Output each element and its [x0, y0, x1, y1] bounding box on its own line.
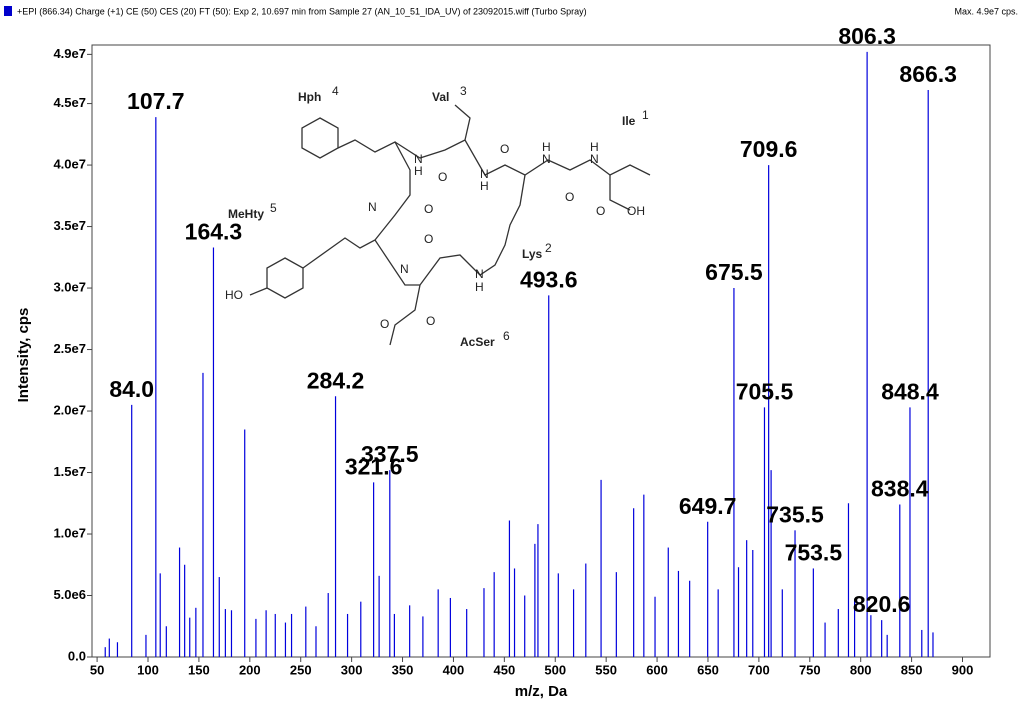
peak-label: 705.5 [736, 378, 794, 404]
bond [249, 287, 268, 296]
atom: O [380, 317, 389, 331]
x-tick-label: 550 [595, 662, 617, 677]
y-tick-label: 4.0e7 [53, 157, 86, 172]
residue-label: Val [432, 90, 449, 104]
bond [302, 139, 411, 269]
atom: O [500, 142, 509, 156]
legend-swatch [4, 6, 12, 16]
residue-sup: 5 [270, 201, 277, 215]
atom: H [414, 164, 423, 178]
atom: O [438, 170, 447, 184]
atom: O [424, 232, 433, 246]
peak-label: 838.4 [871, 476, 929, 502]
x-tick-label: 200 [239, 662, 261, 677]
x-tick-label: 350 [392, 662, 414, 677]
atom: H [590, 140, 599, 154]
header-title: +EPI (866.34) Charge (+1) CE (50) CES (2… [17, 6, 587, 16]
y-tick-label: 4.5e7 [53, 95, 86, 110]
x-tick-label: 250 [290, 662, 312, 677]
peak-label: 107.7 [127, 88, 185, 114]
peak-label: 735.5 [766, 501, 824, 527]
peak-label: 848.4 [881, 378, 939, 404]
peak-label: 493.6 [520, 267, 578, 293]
peak-label: 820.6 [853, 591, 911, 617]
x-tick-label: 800 [850, 662, 872, 677]
peak-label: 806.3 [838, 23, 896, 49]
x-tick-label: 650 [697, 662, 719, 677]
x-tick-label: 400 [443, 662, 465, 677]
x-tick-label: 600 [646, 662, 668, 677]
residue-label: MeHty [228, 207, 264, 221]
residue-sup: 4 [332, 84, 339, 98]
peak-label: 866.3 [899, 61, 957, 87]
atom: OH [627, 204, 645, 218]
atom: O [596, 204, 605, 218]
atom: H [542, 140, 551, 154]
y-tick-label: 5.0e6 [53, 587, 86, 602]
atom: O [426, 314, 435, 328]
residue-sup: 2 [545, 241, 552, 255]
atom: HO [225, 288, 243, 302]
peak-label: 164.3 [185, 219, 243, 245]
header-max: Max. 4.9e7 cps. [954, 6, 1018, 16]
atom: H [475, 280, 484, 294]
peak-label: 321.6 [345, 453, 403, 479]
x-tick-label: 50 [90, 662, 104, 677]
residue-label: Lys [522, 247, 543, 261]
residue-sup: 6 [503, 329, 510, 343]
atom: N [400, 262, 409, 276]
peak-label: 675.5 [705, 259, 763, 285]
x-tick-label: 700 [748, 662, 770, 677]
x-tick-label: 750 [799, 662, 821, 677]
x-axis-label: m/z, Da [515, 683, 568, 700]
peak-label: 649.7 [679, 493, 737, 519]
y-axis-label: Intensity, cps [15, 308, 32, 403]
x-tick-label: 300 [341, 662, 363, 677]
atom: H [480, 179, 489, 193]
atom: N [414, 152, 423, 166]
y-tick-label: 0.0 [68, 648, 86, 663]
atom: O [565, 190, 574, 204]
peak-label: 709.6 [740, 136, 798, 162]
residue-label: Ile [622, 114, 636, 128]
x-tick-label: 450 [493, 662, 515, 677]
residue-label: AcSer [460, 335, 495, 349]
x-tick-label: 500 [544, 662, 566, 677]
bond [609, 175, 631, 211]
bond [394, 139, 651, 176]
residue-sup: 3 [460, 84, 467, 98]
y-tick-label: 1.5e7 [53, 464, 86, 479]
plot-frame [91, 44, 991, 658]
atom: N [475, 267, 484, 281]
y-tick-label: 3.0e7 [53, 279, 86, 294]
y-tick-label: 4.9e7 [53, 46, 86, 61]
atom: N [542, 152, 551, 166]
residue-sup: 1 [642, 108, 649, 122]
bond [389, 284, 421, 346]
atom: O [424, 202, 433, 216]
bond [454, 104, 471, 141]
atom: N [480, 167, 489, 181]
y-tick-label: 2.0e7 [53, 402, 86, 417]
y-tick-label: 2.5e7 [53, 341, 86, 356]
peak-label: 337.5 [361, 441, 419, 467]
peak-label: 753.5 [785, 540, 843, 566]
x-tick-label: 100 [137, 662, 159, 677]
x-tick-label: 850 [901, 662, 923, 677]
bond [374, 174, 526, 286]
x-tick-label: 900 [952, 662, 974, 677]
ring [266, 257, 304, 299]
residue-label: Hph [298, 90, 321, 104]
y-tick-label: 1.0e7 [53, 525, 86, 540]
peak-label: 84.0 [109, 376, 154, 402]
structure: Hph 4 Val 3 Ile 1 MeHty 5 Lys 2 AcSer 6 … [225, 84, 651, 349]
atom: N [368, 200, 377, 214]
x-tick-label: 150 [188, 662, 210, 677]
y-tick-label: 3.5e7 [53, 218, 86, 233]
atom: N [590, 152, 599, 166]
peak-label: 284.2 [307, 367, 365, 393]
ring [301, 117, 339, 159]
peaks [104, 51, 934, 657]
